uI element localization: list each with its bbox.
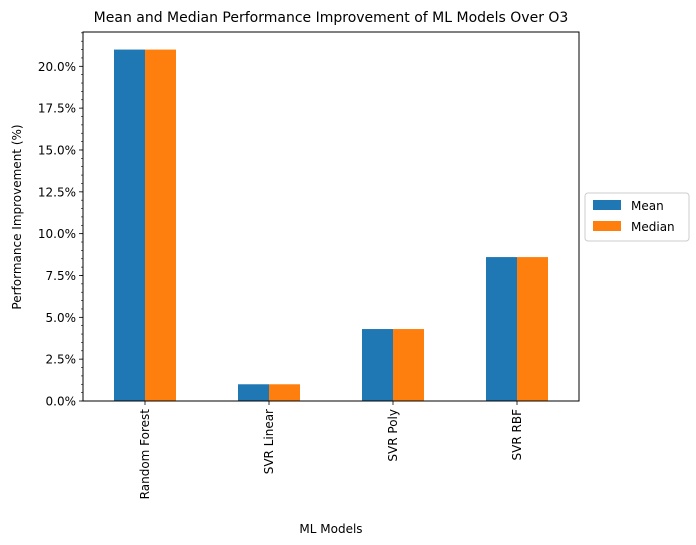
y-tick-label: 2.5% [46,353,77,367]
x-tick-label: SVR RBF [510,409,524,461]
x-tick-label: Random Forest [138,409,152,500]
y-tick-label: 10.0% [38,227,76,241]
bar-mean-svr-poly [362,329,393,401]
bar-median-svr-linear [269,384,300,401]
bar-median-svr-rbf [517,257,548,401]
legend-label-median: Median [631,220,675,234]
y-tick-label: 7.5% [46,269,77,283]
bar-mean-svr-linear [238,384,269,401]
y-tick-label: 0.0% [46,395,77,409]
x-tick-label: SVR Linear [262,409,276,474]
x-axis-label: ML Models [299,522,362,536]
bar-median-random-forest [145,49,176,401]
bar-mean-svr-rbf [486,257,517,401]
legend-swatch-mean [593,200,621,210]
x-tick-label: SVR Poly [386,409,400,462]
bar-median-svr-poly [393,329,424,401]
y-axis-label: Performance Improvement (%) [10,124,24,309]
y-tick-label: 20.0% [38,60,76,74]
legend-swatch-median [593,221,621,231]
bar-mean-random-forest [114,49,145,401]
chart-title: Mean and Median Performance Improvement … [94,10,569,26]
plot-area: 0.0% 2.5% 5.0% 7.5% 10.0% 12.5% 15.0% 17.5% 20.0… [38,31,580,500]
y-tick-label: 15.0% [38,143,76,157]
legend-label-mean: Mean [631,199,664,213]
plot-frame [82,31,580,402]
y-tick-label: 5.0% [46,311,77,325]
y-tick-label: 17.5% [38,102,76,116]
legend: Mean Median [584,192,690,242]
y-tick-label: 12.5% [38,185,76,199]
